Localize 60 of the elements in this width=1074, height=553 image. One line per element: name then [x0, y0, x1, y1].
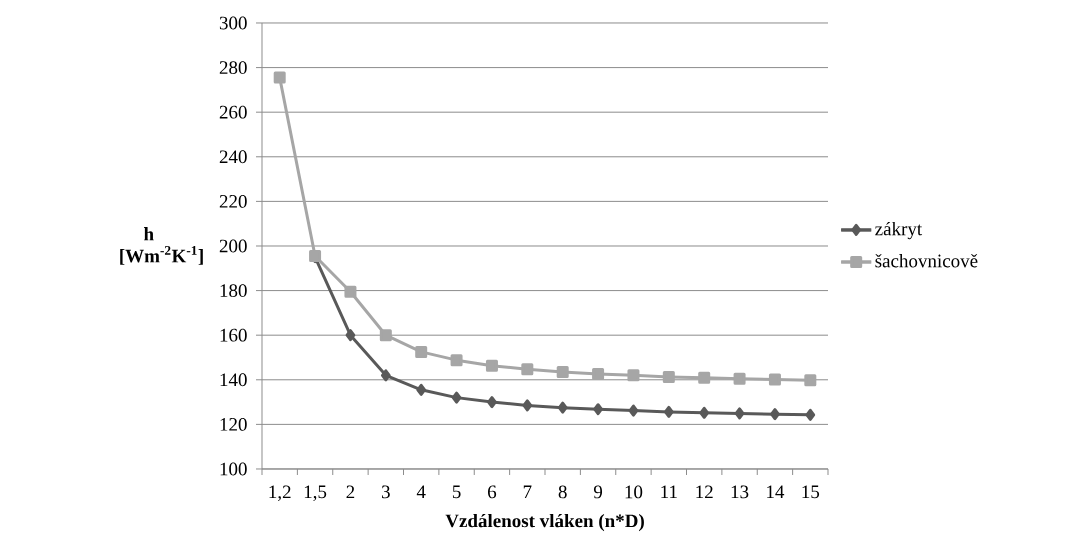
point: [416, 383, 427, 396]
x-tick-label: 12: [696, 485, 713, 499]
point: [662, 370, 675, 383]
legend-label: šachovnicově: [875, 253, 978, 268]
y-tick-label: 220: [219, 194, 247, 208]
y-tick-label: 240: [219, 150, 247, 164]
point: [557, 401, 568, 414]
point: [487, 396, 497, 409]
point: [344, 285, 357, 298]
point: [592, 367, 605, 380]
point: [768, 373, 781, 386]
x-tick-label: 10: [625, 485, 643, 499]
x-tick-label: 2: [346, 485, 355, 499]
x-tick-label: 14: [767, 485, 785, 499]
y-tick-label: 280: [219, 61, 247, 74]
x-tick-label: 5: [452, 485, 461, 499]
x-tick-label: 1,2: [269, 485, 291, 502]
point: [805, 408, 816, 421]
point: [593, 403, 603, 416]
point: [522, 399, 533, 412]
point: [485, 359, 498, 372]
x-axis-title: Vzdálenost vláken (n*D): [445, 513, 644, 532]
x-tick-label: 8: [558, 485, 567, 499]
point: [380, 369, 391, 382]
point: [698, 371, 711, 384]
point: [521, 363, 534, 376]
x-tick-label: 13: [731, 485, 749, 499]
y-tick-label: 100: [220, 462, 247, 476]
point: [450, 354, 463, 367]
point: [379, 329, 392, 342]
y-tick-label: 180: [220, 284, 247, 297]
x-tick-label: 6: [488, 485, 497, 499]
x-tick-label: 4: [416, 485, 426, 499]
y-tick-label: 260: [219, 105, 247, 119]
point: [345, 329, 356, 342]
x-tick-label: 1,5: [304, 485, 327, 501]
point: [415, 345, 428, 358]
point: [734, 407, 745, 420]
point: [556, 365, 569, 378]
point: [628, 404, 639, 417]
x-tick-label: 3: [381, 485, 390, 499]
y-tick-label: 160: [220, 328, 247, 342]
point: [699, 406, 710, 419]
point: [804, 374, 817, 387]
x-tick-label: 15: [802, 485, 820, 499]
legend-label: zákryt: [875, 221, 923, 240]
x-tick-label: 11: [661, 485, 677, 499]
y-tick-label: 120: [220, 417, 247, 431]
point: [627, 369, 640, 382]
point: [663, 405, 674, 418]
y-tick-label: 200: [219, 239, 247, 253]
point: [451, 391, 462, 404]
point: [273, 71, 286, 84]
y-tick-label: 140: [220, 373, 247, 387]
x-tick-label: 7: [523, 485, 532, 498]
x-tick-label: 9: [593, 485, 603, 499]
point: [733, 372, 746, 385]
point: [770, 408, 780, 421]
y-tick-label: 300: [219, 16, 247, 30]
y-axis-title: h [Wm$^{-2}$K$^{-1}$]: [120, 227, 203, 265]
